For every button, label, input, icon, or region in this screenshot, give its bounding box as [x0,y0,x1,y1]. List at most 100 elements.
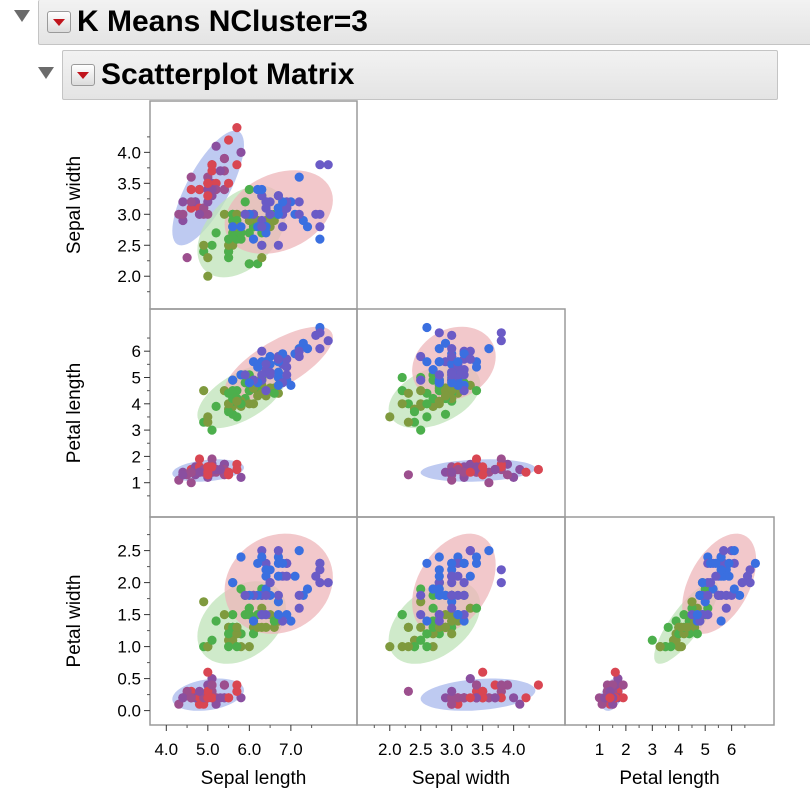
y-axis-label: Petal width [64,575,85,668]
cluster-3-point [416,590,426,601]
inner-report-header: Scatterplot Matrix [62,50,778,100]
cluster-2-point [416,584,426,594]
cluster-1-point [618,693,628,703]
cluster-2-point [403,622,413,633]
cluster-3-point [273,240,283,250]
cluster-1-point [215,464,225,475]
cluster-1-point [211,141,221,151]
cluster-1-point [203,191,213,201]
cluster-3-point [716,616,726,626]
cluster-1-point [403,470,413,480]
cluster-3-point [240,590,250,601]
cluster-3-point [273,191,283,201]
cluster-3-point [703,590,713,601]
cluster-2-point [471,603,482,613]
cluster-2-point [211,228,221,238]
cluster-3-point [711,558,721,569]
cluster-2-point [203,271,213,281]
y-tick-label: 1 [132,474,141,493]
cluster-3-point [315,578,325,588]
disclosure-triangle-icon[interactable] [14,10,30,22]
cluster-1-point [515,699,525,709]
cluster-2-point [409,407,420,417]
cluster-2-point [416,635,426,645]
cluster-3-point [273,590,283,601]
cluster-2-point [687,597,697,607]
cluster-2-point [203,417,213,427]
cluster-1-point [194,454,205,464]
cluster-3-point [315,222,325,232]
cluster-3-point [496,328,506,338]
cluster-3-point [459,349,469,359]
x-tick-label: 3 [648,740,657,759]
cluster-2-point [440,391,451,401]
cluster-2-point [253,391,263,401]
cluster-3-point [257,546,267,556]
y-tick-label: 3.5 [117,174,141,193]
cluster-3-point [228,375,238,385]
red-triangle-menu-button[interactable] [71,64,95,86]
cluster-3-point [459,616,469,626]
cluster-3-point [248,234,259,244]
cluster-3-point [294,351,304,362]
cluster-1-point [186,467,196,477]
cluster-3-point [228,578,238,588]
cluster-3-point [447,344,457,354]
cluster-2-point [403,417,413,427]
cluster-2-point [224,635,234,645]
cluster-1-point [403,686,413,697]
cluster-2-point [440,409,451,419]
red-triangle-menu-button[interactable] [47,11,71,33]
cluster-1-point [236,147,246,157]
cluster-3-point [253,362,263,372]
x-tick-label: 1 [595,740,604,759]
cluster-1-point [508,693,519,703]
cluster-2-point [471,386,482,396]
cluster-3-point [447,558,457,569]
cluster-2-point [422,642,432,652]
cluster-2-point [434,396,444,406]
cluster-3-point [323,578,333,588]
cluster-1-point [447,686,457,697]
y-tick-label: 3.0 [117,205,141,224]
cluster-1-point [478,470,488,480]
cluster-3-point [447,590,457,601]
cluster-3-point [422,616,432,626]
cluster-1-point [478,667,488,677]
cluster-2-point [422,629,432,639]
cluster-3-point [434,571,444,581]
cluster-1-point [203,178,213,188]
inner-outline-row [38,67,54,79]
y-axis-label: Petal length [64,363,85,463]
cluster-3-point [302,222,313,232]
cluster-2-point [655,642,665,652]
cluster-3-point [471,558,482,569]
cluster-3-point [261,565,271,575]
cluster-3-point [261,359,271,369]
cluster-3-point [257,240,267,250]
cluster-3-point [434,357,444,367]
cluster-1-point [533,680,544,690]
cluster-1-point [465,467,475,477]
panel-frame [564,516,775,726]
y-tick-label: 2.5 [117,542,141,561]
cluster-3-point [422,357,432,367]
cluster-3-point [416,610,426,620]
cluster-2-point [240,197,250,207]
cluster-2-point [232,412,242,422]
cluster-3-point [471,362,482,372]
cluster-3-point [422,322,432,333]
cluster-3-point [428,365,438,375]
x-tick-label: 4 [674,740,683,759]
disclosure-triangle-icon[interactable] [38,67,54,79]
cluster-1-point [533,464,544,475]
cluster-3-point [257,346,267,356]
cluster-1-point [194,209,205,219]
cluster-3-point [302,344,313,354]
panel-petal-width-vs-petal-length [594,533,761,711]
x-tick-label: 5.0 [196,740,220,759]
cluster-3-point [745,578,755,588]
cluster-1-point [186,184,196,195]
cluster-3-point [721,603,731,613]
cluster-1-point [186,478,196,488]
